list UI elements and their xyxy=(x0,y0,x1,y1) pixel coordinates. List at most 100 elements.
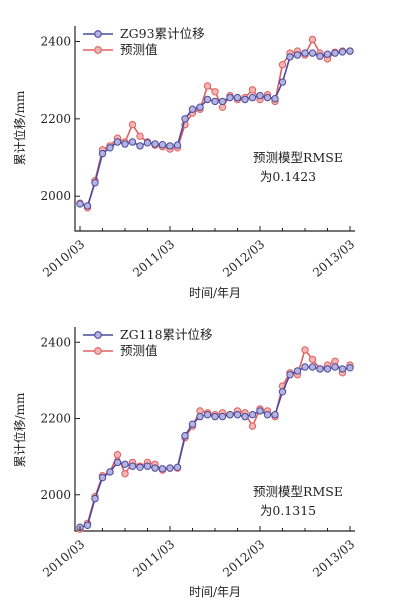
chart-1-series-1-point-32 xyxy=(316,52,324,60)
chart-1-series-1-point-24 xyxy=(256,91,264,100)
chart-1-legend: ZG93累计位移 预测值 xyxy=(83,26,205,57)
chart-2-xtick-label-2: 2012/03 xyxy=(220,537,267,580)
chart-2-series-1-point-17 xyxy=(203,411,212,419)
chart-1-series-1-point-28 xyxy=(286,53,294,61)
chart-2-series-1-point-19 xyxy=(218,412,227,421)
chart-2-series-1-point-3 xyxy=(98,473,107,482)
chart-1-series-1-point-0 xyxy=(76,200,84,208)
chart-2-series-1-point-27 xyxy=(278,388,287,396)
chart-1-series-2-point-31 xyxy=(308,35,317,44)
chart-2-series-2-point-5 xyxy=(113,451,122,459)
chart-1-series-1-point-6 xyxy=(121,140,129,148)
chart-1-series-1-point-29 xyxy=(293,51,302,59)
chart-1-series-1-point-1 xyxy=(83,202,92,210)
chart-2-series-2-point-31 xyxy=(308,355,317,364)
chart-2-series-1-point-24 xyxy=(256,407,264,415)
chart-1-series-1-point-23 xyxy=(248,93,257,102)
chart-2-xtick-label-1: 2011/03 xyxy=(130,537,177,580)
chart-2-series-1-point-36 xyxy=(346,364,354,372)
chart-2-series-1-point-26 xyxy=(271,411,279,419)
chart-1-series-1-point-9 xyxy=(143,139,152,147)
chart-1-series-2-point-27 xyxy=(278,60,287,69)
chart-2-axes xyxy=(74,327,355,532)
chart-1: 2000 2200 2400 2010/03 2011/03 2012/03 2013/03… xyxy=(12,26,357,300)
chart-2-series-1-point-33 xyxy=(323,365,332,373)
chart-1-series-1-point-27 xyxy=(278,78,287,86)
chart-2-legend: ZG118累计位移 预测值 xyxy=(83,327,213,358)
chart-1-series-1-point-20 xyxy=(226,93,234,102)
chart-2-series-1-point-31 xyxy=(308,363,317,371)
chart-1-series-1-point-8 xyxy=(136,142,144,150)
chart-2-series-1-point-13 xyxy=(173,463,182,471)
chart-2-series-1-point-22 xyxy=(241,412,249,421)
chart-1-series-1-point-11 xyxy=(158,141,167,149)
chart-1-legend-label-1: ZG93累计位移 xyxy=(120,26,205,41)
chart-1-series-1-point-26 xyxy=(271,95,279,103)
chart-2-series-1-point-30 xyxy=(301,363,309,371)
chart-2-series-1-point-34 xyxy=(331,363,339,371)
chart-2-series-2-point-23 xyxy=(248,422,257,430)
chart-2-xlabel: 时间/年月 xyxy=(189,585,241,599)
chart-1-series-1-point-2 xyxy=(91,179,99,187)
chart-1-series-1-point-34 xyxy=(331,49,339,57)
chart-1-xtick-label-0: 2010/03 xyxy=(40,237,87,280)
chart-1-series-1-point-3 xyxy=(98,149,107,158)
chart-2-series-1-point-12 xyxy=(166,464,174,472)
chart-2-series-1-point-20 xyxy=(226,411,234,419)
chart-2-series-1-point-35 xyxy=(338,365,347,373)
chart-2-annotation-line-2: 为0.1315 xyxy=(260,503,316,518)
chart-1-series-1-point-16 xyxy=(196,103,204,111)
chart-2: 2000 2200 2400 2010/03 2011/03 2012/03 2013/03… xyxy=(12,327,357,599)
chart-1-axes xyxy=(74,26,355,232)
chart-2-series-1-point-25 xyxy=(263,411,272,419)
chart-2-series-1-point-29 xyxy=(293,367,302,375)
chart-1-xtick-label-3: 2013/03 xyxy=(310,237,357,280)
chart-2-legend-marker-1 xyxy=(94,331,102,339)
chart-2-series-1-point-14 xyxy=(181,432,189,440)
chart-1-legend-marker-2 xyxy=(94,46,102,54)
chart-1-legend-marker-1 xyxy=(94,30,102,38)
chart-2-ylabel: 累计位移/mm xyxy=(12,392,27,467)
chart-1-series-1-point-31 xyxy=(308,49,317,57)
chart-1-series-1-point-10 xyxy=(151,140,159,148)
chart-1-xtick-label-2: 2012/03 xyxy=(220,237,267,280)
chart-1-series-1-point-21 xyxy=(233,93,242,102)
chart-2-series-1-point-2 xyxy=(91,494,99,503)
chart-1-series-1-point-18 xyxy=(211,97,219,106)
chart-2-ticks-layer: 2000 2200 2400 2010/03 2011/03 2012/03 2013/03 xyxy=(40,335,357,580)
chart-2-series-1-point-8 xyxy=(136,463,144,471)
chart-1-ytick-label-0: 2000 xyxy=(40,189,71,203)
chart-1-series-1-point-13 xyxy=(173,141,182,149)
chart-1-ytick-label-2: 2400 xyxy=(40,34,71,48)
chart-2-ytick-label-2: 2400 xyxy=(40,335,71,349)
chart-1-series-1-point-12 xyxy=(166,142,174,150)
chart-1-series-2-point-8 xyxy=(136,132,144,140)
chart-1-xlabel: 时间/年月 xyxy=(189,286,241,300)
chart-1-annotation-line-1: 预测模型RMSE xyxy=(253,150,343,165)
chart-1-series-layer xyxy=(76,35,354,212)
chart-1-annotation-line-2: 为0.1423 xyxy=(260,169,316,184)
chart-1-series-1-point-25 xyxy=(263,93,272,102)
chart-1-series-2-point-18 xyxy=(211,88,219,96)
chart-1-series-1-point-19 xyxy=(218,97,227,106)
chart-2-series-1-point-7 xyxy=(128,462,137,470)
chart-2-series-layer xyxy=(76,346,354,533)
chart-2-ytick-label-1: 2200 xyxy=(40,412,71,426)
chart-2-series-1-point-4 xyxy=(106,468,114,476)
chart-2-series-1-point-10 xyxy=(151,464,159,472)
chart-2-series-2-point-30 xyxy=(301,346,309,354)
chart-1-series-1-point-14 xyxy=(181,115,189,123)
chart-1-xtick-label-1: 2011/03 xyxy=(130,237,177,280)
chart-1-series-2-point-7 xyxy=(128,120,137,129)
chart-1-series-1-point-22 xyxy=(241,95,249,104)
chart-2-series-1-point-15 xyxy=(188,420,197,428)
chart-2-ytick-label-0: 2000 xyxy=(40,488,71,502)
chart-2-series-2-point-6 xyxy=(121,470,129,478)
chart-2-series-1-point-21 xyxy=(233,411,242,419)
chart-2-legend-label-2: 预测值 xyxy=(120,343,158,358)
chart-2-series-1-point-23 xyxy=(248,411,257,419)
chart-1-series-1-point-4 xyxy=(106,144,114,152)
chart-1-series-1-point-35 xyxy=(338,48,347,56)
chart-2-series-1-point-5 xyxy=(113,458,122,467)
